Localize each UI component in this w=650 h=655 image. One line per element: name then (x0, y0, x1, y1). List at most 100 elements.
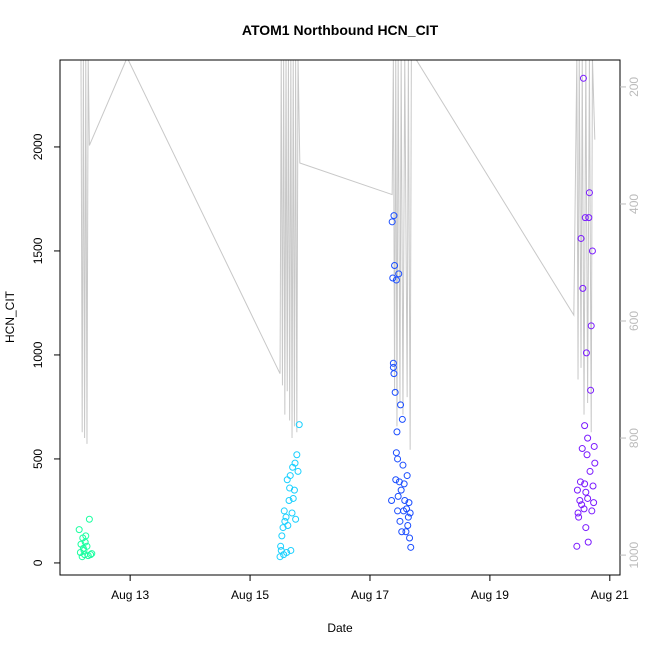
point (395, 270, 403, 278)
point (287, 546, 295, 554)
point (75, 526, 83, 534)
point (404, 521, 412, 529)
point (388, 497, 396, 505)
point (587, 322, 595, 330)
x-tick-label: Aug 19 (471, 588, 509, 602)
point (288, 509, 296, 517)
x-tick-label: Aug 15 (231, 588, 269, 602)
point (404, 513, 412, 521)
point (278, 532, 286, 540)
point (397, 486, 405, 494)
point (581, 422, 589, 430)
point (585, 189, 593, 197)
point (576, 497, 584, 505)
plot-area (75, 60, 599, 561)
point (578, 445, 586, 453)
point (582, 524, 590, 532)
point (583, 451, 591, 459)
point (590, 499, 598, 507)
x-tick-label: Aug 17 (351, 588, 389, 602)
point (582, 349, 590, 357)
y-tick-label: 1500 (31, 237, 45, 264)
point (394, 455, 402, 463)
point (292, 515, 300, 523)
point (391, 262, 399, 270)
point (88, 550, 96, 558)
chart-title: ATOM1 Northbound HCN_CIT (242, 22, 439, 38)
plot-frame (59, 59, 621, 576)
y2-tick-label: 200 (627, 77, 641, 97)
point (291, 459, 299, 467)
point (83, 542, 91, 550)
y2-tick-label: 600 (627, 311, 641, 331)
point (575, 513, 583, 521)
point (403, 505, 411, 513)
point (391, 388, 399, 396)
x-axis-title: Date (327, 621, 353, 635)
depth-line (80, 60, 596, 450)
point (398, 528, 406, 536)
point (281, 517, 289, 525)
point (584, 434, 592, 442)
point (588, 247, 596, 255)
point (584, 494, 592, 502)
y-tick-label: 0 (31, 559, 45, 566)
point (390, 212, 398, 220)
point (587, 386, 595, 394)
point (390, 370, 398, 378)
point (388, 218, 396, 226)
point (586, 467, 594, 475)
point (403, 472, 411, 480)
point (405, 499, 413, 507)
point (397, 401, 405, 409)
point (286, 472, 294, 480)
point (283, 549, 291, 557)
y-tick-label: 1000 (31, 341, 45, 368)
point (581, 214, 589, 222)
point (406, 534, 414, 542)
point (574, 509, 582, 517)
point (401, 497, 409, 505)
point (392, 449, 400, 457)
point (295, 421, 303, 429)
point (293, 451, 301, 459)
point (87, 551, 95, 559)
point (389, 274, 397, 282)
point (389, 363, 397, 371)
point (289, 494, 297, 502)
point (290, 486, 298, 494)
point (577, 234, 585, 242)
point (579, 74, 587, 82)
point (573, 486, 581, 494)
point (396, 517, 404, 525)
point (591, 459, 599, 467)
point (389, 359, 397, 367)
x-tick-label: Aug 13 (111, 588, 149, 602)
point (285, 497, 293, 505)
point (283, 476, 291, 484)
x-tick-label: Aug 21 (591, 588, 629, 602)
point (580, 505, 588, 513)
point (277, 542, 285, 550)
point (280, 507, 288, 515)
y-tick-label: 500 (31, 449, 45, 469)
point (590, 442, 598, 450)
point (406, 509, 414, 517)
point (585, 214, 593, 222)
point (400, 480, 408, 488)
point (392, 476, 400, 484)
point (399, 461, 407, 469)
point (581, 480, 589, 488)
point (85, 515, 93, 523)
point (398, 415, 406, 423)
point (588, 507, 596, 515)
point (402, 528, 410, 536)
point (392, 276, 400, 284)
point (82, 532, 90, 540)
point (582, 488, 590, 496)
point (584, 538, 592, 546)
y2-tick-label: 1000 (627, 541, 641, 568)
point (394, 507, 402, 515)
point (579, 284, 587, 292)
